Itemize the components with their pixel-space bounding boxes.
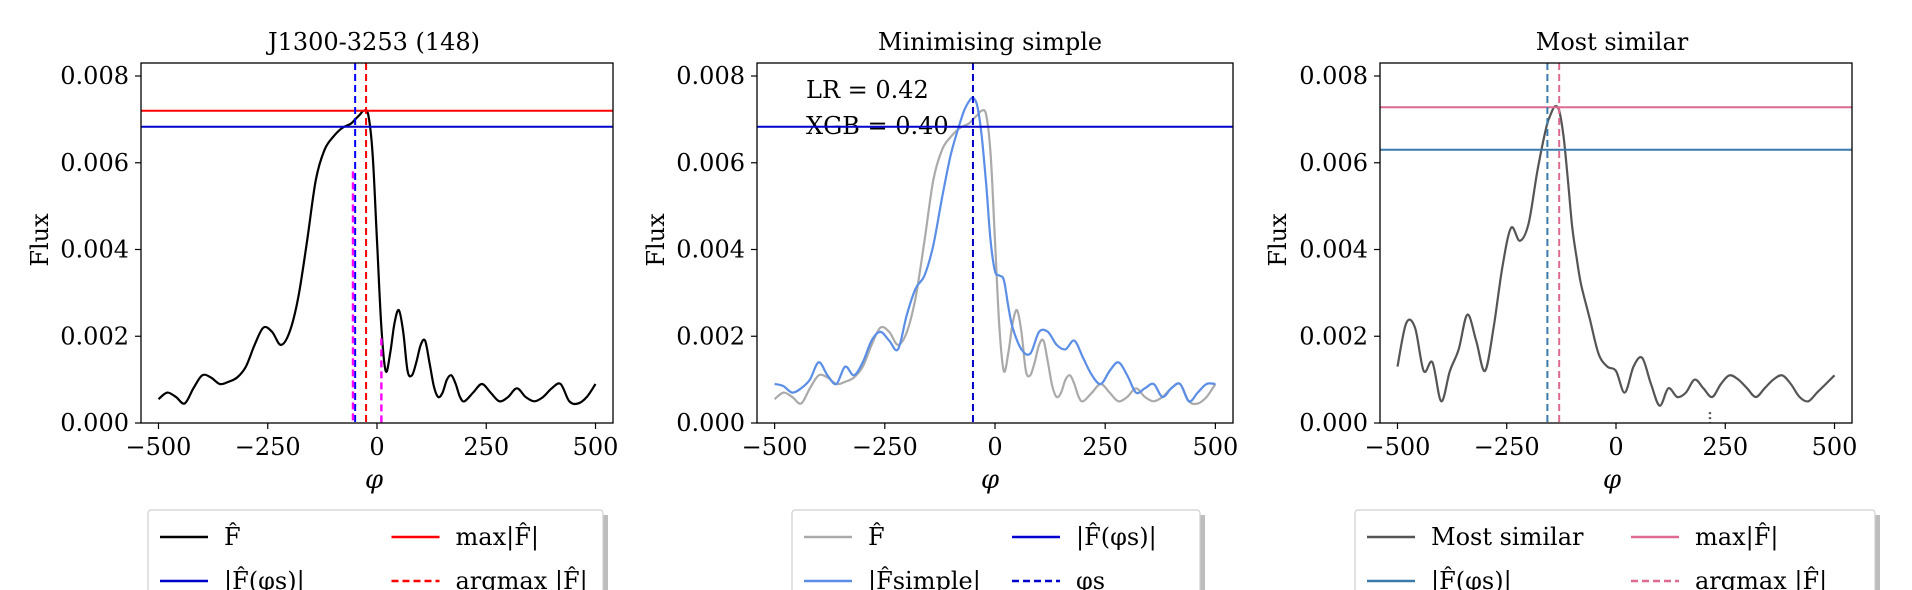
legend-label: |F̂simple| — [868, 567, 981, 590]
y-axis-label: Flux — [642, 213, 670, 267]
x-tick-label: −500 — [1365, 433, 1431, 461]
legend-label: max|F̂| — [456, 523, 539, 552]
y-tick-label: 0.000 — [60, 409, 129, 437]
x-tick-label: 250 — [1702, 433, 1748, 461]
panel-title: Minimising simple — [878, 28, 1102, 56]
legend-label: φs — [1076, 567, 1105, 590]
x-tick-label: −500 — [742, 433, 808, 461]
legend-label: Most similar — [1431, 523, 1584, 551]
panel-minimising-simple: Minimising simple Flux φ LR = 0.42 XGB =… — [642, 28, 1238, 590]
legend-label: F̂ — [224, 523, 241, 551]
plot-area: −500 −250 0 250 500 0.000 0.002 0.004 0.006 0.008 — [60, 62, 618, 461]
y-tick-label: 0.004 — [1299, 236, 1368, 264]
y-axis-label: Flux — [26, 213, 54, 267]
x-tick-label: 0 — [987, 433, 1002, 461]
legend-box — [791, 509, 1201, 590]
legend: Most similar max|F̂| |F̂(φs)| argmax |F̂| — [1354, 509, 1880, 590]
legend-label: |F̂(φs)| — [1076, 523, 1157, 552]
legend-label: |F̂(φs)| — [1431, 567, 1512, 590]
legend-label: argmax |F̂| — [1695, 567, 1827, 590]
x-tick-label: 0 — [369, 433, 384, 461]
x-tick-label: −250 — [235, 433, 301, 461]
x-tick-label: 250 — [463, 433, 509, 461]
y-tick-label: 0.004 — [60, 236, 129, 264]
panel-title: J1300-3253 (148) — [265, 28, 480, 56]
x-tick-label: −500 — [126, 433, 192, 461]
y-tick-label: 0.008 — [676, 62, 745, 90]
legend: F̂ max|F̂| |F̂(φs)| argmax |F̂| — [147, 509, 608, 590]
legend-box — [147, 509, 604, 590]
x-axis-label: φ — [1603, 465, 1622, 495]
series-line — [1396, 104, 1836, 407]
y-tick-label: 0.006 — [676, 149, 745, 177]
series-line — [157, 109, 597, 406]
legend-label: F̂ — [868, 523, 885, 551]
y-tick-label: 0.006 — [60, 149, 129, 177]
x-tick-label: 500 — [1192, 433, 1238, 461]
x-axis-label: φ — [365, 465, 384, 495]
plot-marks — [141, 63, 613, 423]
x-axis-label: φ — [981, 465, 1000, 495]
y-tick-label: 0.002 — [60, 322, 129, 350]
y-tick-label: 0.000 — [1299, 409, 1368, 437]
legend-label: max|F̂| — [1695, 523, 1778, 552]
y-tick-label: 0.008 — [1299, 62, 1368, 90]
y-tick-label: 0.004 — [676, 236, 745, 264]
x-tick-label: 250 — [1082, 433, 1128, 461]
annotation-lr: LR = 0.42 — [806, 76, 929, 104]
x-tick-label: 0 — [1608, 433, 1623, 461]
panel-raw-profile: J1300-3253 (148) Flux φ −500 −250 0 250 500 0… — [26, 28, 618, 590]
legend-box — [1354, 509, 1876, 590]
x-tick-label: −250 — [852, 433, 918, 461]
y-tick-label: 0.006 — [1299, 149, 1368, 177]
plot-area: −500 −250 0 250 500 0.000 0.002 0.004 0.006 0.008 — [1299, 62, 1857, 461]
x-tick-label: −250 — [1474, 433, 1540, 461]
series-line — [773, 109, 1217, 406]
panel-title: Most similar — [1536, 28, 1689, 56]
panel-most-similar: Most similar Flux φ −500 −250 0 250 500 0.000… — [1264, 28, 1880, 590]
y-axis-label: Flux — [1264, 213, 1292, 267]
x-tick-label: 500 — [573, 433, 619, 461]
y-tick-label: 0.002 — [676, 322, 745, 350]
legend-label: |F̂(φs)| — [224, 567, 305, 590]
plot-marks — [757, 63, 1233, 423]
legend: F̂ |F̂(φs)| |F̂simple| φs — [791, 509, 1205, 590]
y-tick-label: 0.002 — [1299, 322, 1368, 350]
y-tick-label: 0.008 — [60, 62, 129, 90]
x-tick-label: 500 — [1812, 433, 1858, 461]
y-tick-label: 0.000 — [676, 409, 745, 437]
legend-label: argmax |F̂| — [456, 567, 588, 590]
series-line — [774, 96, 1216, 403]
plot-area: −500 −250 0 250 500 0.000 0.002 0.004 0.006 0.008 — [676, 62, 1238, 461]
plot-marks — [1380, 63, 1852, 423]
